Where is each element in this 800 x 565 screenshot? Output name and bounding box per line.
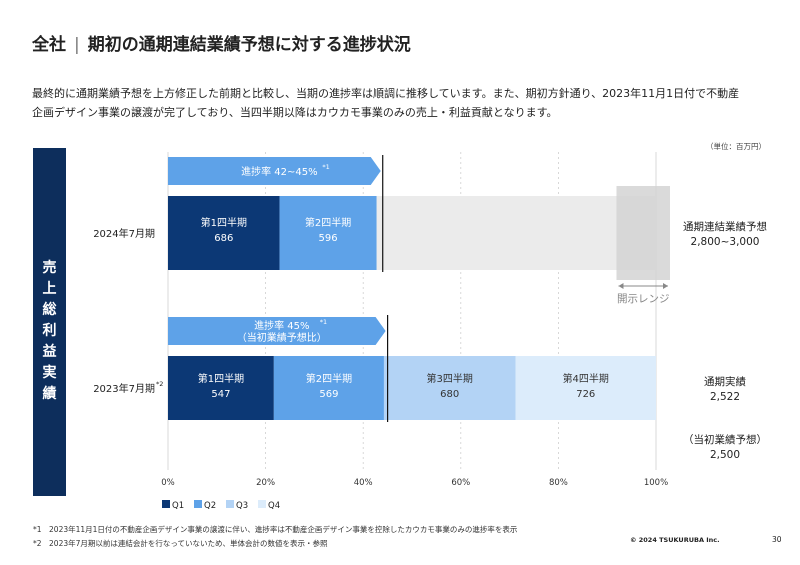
right-value: 2,800~3,000 — [691, 236, 760, 248]
description-line-1: 最終的に通期業績予想を上方修正した前期と比較し、当期の進捗率は順調に推移していま… — [32, 87, 740, 100]
right-extra-label: （当初業績予想） — [683, 433, 767, 446]
right-extra-value: 2,500 — [710, 449, 740, 461]
footnote-1: *1 2023年11月1日付の不動産企画デザイン事業の譲渡に伴い、進捗率は不動産… — [33, 525, 518, 534]
bar-segment — [279, 196, 377, 270]
range-arrow-head-right — [663, 283, 668, 289]
bar-segment — [168, 196, 280, 270]
segment-value-label: 596 — [319, 233, 338, 244]
bar-segment — [168, 356, 274, 420]
bar-segment — [273, 356, 384, 420]
side-band — [33, 148, 66, 496]
title-separator: | — [74, 35, 80, 55]
progress-footnote-mark: *1 — [322, 163, 329, 171]
row-label: 2024年7月期 — [93, 227, 155, 240]
row-label-footnote-mark: *2 — [156, 380, 163, 388]
side-label-char: 上 — [42, 281, 57, 297]
x-tick-label: 20% — [256, 478, 275, 488]
disclosure-range — [616, 186, 670, 280]
row-label: 2023年7月期 — [93, 382, 155, 395]
segment-value-label: 680 — [440, 389, 459, 400]
legend-label: Q1 — [172, 501, 184, 511]
side-label-char: 利 — [42, 323, 57, 339]
legend-label: Q2 — [204, 501, 216, 511]
legend-swatch — [226, 500, 234, 508]
segment-name-label: 第2四半期 — [306, 372, 352, 385]
title-text: 期初の通期連結業績予想に対する進捗状況 — [87, 35, 411, 55]
segment-value-label: 686 — [214, 233, 233, 244]
copyright: © 2024 TSUKURUBA Inc. — [630, 536, 720, 544]
legend-label: Q4 — [268, 501, 280, 511]
legend-label: Q3 — [236, 501, 248, 511]
bar-segment — [383, 356, 516, 420]
side-label: 売上総利益実績 — [33, 258, 66, 405]
footnote-2: *2 2023年7月期以前は連結会計を行なっていないため、単体会計の数値を表示・… — [33, 539, 328, 548]
side-label-char: 売 — [42, 260, 57, 276]
progress-arrow — [168, 157, 381, 185]
range-label: 開示レンジ — [617, 293, 670, 305]
side-label-char: 実 — [42, 365, 57, 381]
segment-name-label: 第2四半期 — [305, 216, 351, 229]
x-tick-label: 80% — [549, 478, 568, 488]
x-tick-label: 40% — [354, 478, 373, 488]
segment-name-label: 第3四半期 — [427, 372, 473, 385]
page-title: 全社 | 期初の通期連結業績予想に対する進捗状況 — [32, 30, 411, 55]
legend-swatch — [258, 500, 266, 508]
segment-value-label: 569 — [319, 389, 338, 400]
right-label: 通期実績 — [704, 375, 746, 388]
right-value: 2,522 — [710, 391, 740, 403]
section-label: 全社 — [32, 35, 66, 55]
x-tick-label: 60% — [451, 478, 470, 488]
progress-arrow — [168, 317, 386, 345]
progress-label: 進捗率 45% — [254, 319, 309, 332]
bar-segment — [515, 356, 656, 420]
progress-sublabel: （当初業績予想比） — [237, 331, 327, 344]
progress-footnote-mark: *1 — [320, 318, 327, 326]
x-tick-label: 100% — [644, 478, 668, 488]
unit-note: （単位：百万円） — [706, 142, 766, 151]
legend-swatch — [162, 500, 170, 508]
x-tick-label: 0% — [161, 478, 175, 488]
description: 最終的に通期業績予想を上方修正した前期と比較し、当期の進捗率は順調に推移していま… — [32, 84, 772, 122]
segment-value-label: 726 — [576, 389, 595, 400]
right-label: 通期連結業績予想 — [683, 220, 767, 233]
segment-name-label: 第1四半期 — [198, 372, 244, 385]
range-arrow-head-left — [618, 283, 624, 289]
page-number: 30 — [772, 535, 782, 544]
progress-label: 進捗率 42~45% — [241, 165, 318, 178]
side-label-char: 総 — [42, 302, 57, 318]
side-label-char: 益 — [42, 344, 57, 360]
segment-name-label: 第4四半期 — [563, 372, 609, 385]
description-line-2: 企画デザイン事業の譲渡が完了しており、当四半期以降はカウカモ事業のみの売上・利益… — [32, 106, 558, 119]
side-label-char: 績 — [42, 386, 57, 402]
legend-swatch — [194, 500, 202, 508]
segment-value-label: 547 — [211, 389, 230, 400]
segment-name-label: 第1四半期 — [201, 216, 247, 229]
